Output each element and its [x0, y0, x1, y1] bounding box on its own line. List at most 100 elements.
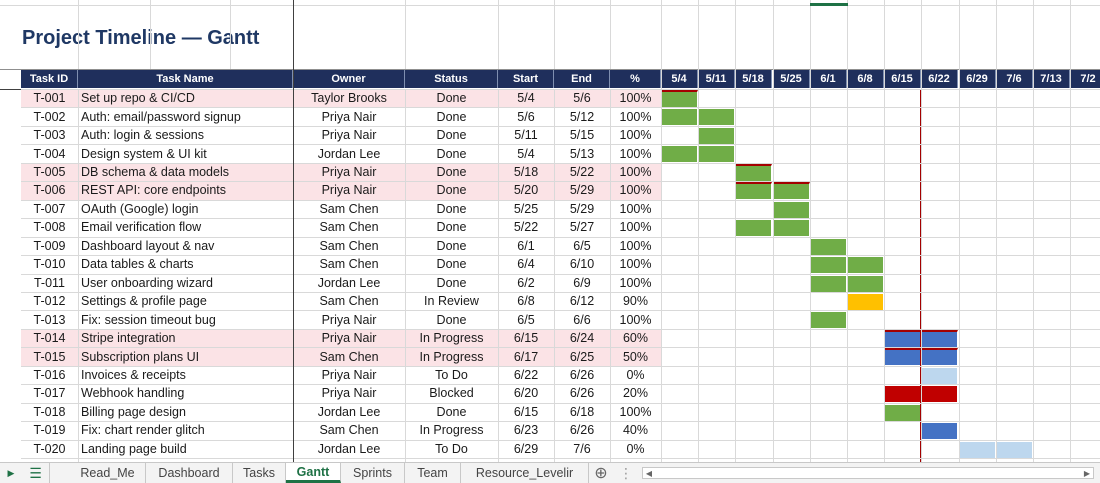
cell-end[interactable]: 6/26 [569, 386, 595, 401]
table-row[interactable]: T-016 Invoices & receipts Priya Nair To Do 6… [0, 366, 661, 384]
week-header[interactable]: 6/15 [884, 70, 921, 88]
cell-owner[interactable]: Sam Chen [319, 201, 379, 216]
cell-end[interactable]: 5/15 [569, 128, 595, 143]
cell-status[interactable]: To Do [435, 367, 468, 382]
week-header[interactable]: 5/25 [773, 70, 810, 88]
all-sheets-menu-icon[interactable]: ☰ [22, 463, 50, 483]
cell-task-id[interactable]: T-011 [33, 275, 66, 290]
cell-end[interactable]: 6/26 [569, 423, 595, 438]
cell-status[interactable]: Done [436, 257, 467, 272]
cell-owner[interactable]: Sam Chen [319, 257, 379, 272]
horizontal-scrollbar[interactable]: ◀ ▶ [642, 467, 1094, 479]
cell-start[interactable]: 6/5 [517, 312, 535, 327]
column-header-percent[interactable]: % [610, 70, 661, 88]
cell-task-id[interactable]: T-015 [33, 349, 66, 364]
cell-percent[interactable]: 100% [619, 183, 652, 198]
cell-status[interactable]: In Progress [419, 423, 484, 438]
cell-end[interactable]: 5/6 [573, 91, 591, 106]
cell-task-name[interactable]: Invoices & receipts [81, 367, 186, 382]
cell-task-id[interactable]: T-017 [33, 386, 66, 401]
table-row[interactable]: T-005 DB schema & data models Priya Nair Do… [0, 163, 661, 181]
sheet-tab[interactable]: Dashboard [146, 463, 233, 483]
cell-status[interactable]: Done [436, 165, 467, 180]
cell-start[interactable]: 6/15 [513, 331, 539, 346]
cell-percent[interactable]: 90% [622, 294, 649, 309]
cell-end[interactable]: 7/6 [573, 441, 591, 456]
week-header[interactable]: 7/6 [996, 70, 1033, 88]
cell-status[interactable]: Done [436, 183, 467, 198]
cell-status[interactable]: Done [436, 238, 467, 253]
cell-task-name[interactable]: REST API: core endpoints [81, 183, 226, 198]
cell-status[interactable]: Done [436, 201, 467, 216]
cell-task-name[interactable]: Dashboard layout & nav [81, 238, 215, 253]
cell-start[interactable]: 6/15 [513, 404, 539, 419]
table-row[interactable]: T-011 User onboarding wizard Jordan Lee Don… [0, 274, 661, 292]
week-header[interactable]: 6/29 [959, 70, 996, 88]
cell-owner[interactable]: Priya Nair [321, 165, 377, 180]
cell-status[interactable]: Blocked [429, 386, 474, 401]
cell-task-name[interactable]: Email verification flow [81, 220, 202, 235]
cell-end[interactable]: 6/18 [569, 404, 595, 419]
cell-start[interactable]: 5/25 [513, 201, 539, 216]
cell-start[interactable]: 6/8 [517, 294, 535, 309]
table-row[interactable]: T-015 Subscription plans UI Sam Chen In Pro… [0, 347, 661, 365]
cell-owner[interactable]: Priya Nair [321, 109, 377, 124]
cell-task-name[interactable]: Stripe integration [81, 331, 176, 346]
cell-percent[interactable]: 100% [619, 146, 652, 161]
cell-end[interactable]: 5/27 [569, 220, 595, 235]
cell-task-name[interactable]: Data tables & charts [81, 257, 194, 272]
cell-end[interactable]: 5/22 [569, 165, 595, 180]
cell-percent[interactable]: 0% [626, 367, 645, 382]
cell-percent[interactable]: 100% [619, 220, 652, 235]
cell-task-id[interactable]: T-013 [33, 312, 66, 327]
table-row[interactable]: T-009 Dashboard layout & nav Sam Chen Done 6… [0, 237, 661, 255]
cell-status[interactable]: Done [436, 91, 467, 106]
cell-percent[interactable]: 100% [619, 201, 652, 216]
cell-owner[interactable]: Sam Chen [319, 423, 379, 438]
cell-end[interactable]: 6/12 [569, 294, 595, 309]
week-header[interactable]: 6/8 [847, 70, 884, 88]
cell-status[interactable]: Done [436, 220, 467, 235]
cell-start[interactable]: 5/11 [514, 128, 538, 143]
cell-start[interactable]: 5/18 [513, 165, 539, 180]
cell-percent[interactable]: 100% [619, 91, 652, 106]
cell-task-name[interactable]: Auth: email/password signup [81, 109, 241, 124]
cell-task-id[interactable]: T-004 [33, 146, 66, 161]
cell-task-name[interactable]: DB schema & data models [81, 165, 229, 180]
table-row[interactable]: T-018 Billing page design Jordan Lee Done 6/… [0, 403, 661, 421]
cell-owner[interactable]: Jordan Lee [317, 404, 381, 419]
cell-start[interactable]: 6/17 [513, 349, 539, 364]
cell-percent[interactable]: 100% [619, 128, 652, 143]
week-header[interactable]: 5/18 [735, 70, 772, 88]
cell-owner[interactable]: Priya Nair [321, 183, 377, 198]
column-header-owner[interactable]: Owner [293, 70, 405, 88]
cell-task-name[interactable]: Settings & profile page [81, 294, 207, 309]
week-header[interactable]: 6/22 [921, 70, 958, 88]
cell-percent[interactable]: 100% [619, 404, 652, 419]
cell-start[interactable]: 6/2 [517, 275, 535, 290]
column-header-start[interactable]: Start [498, 70, 554, 88]
week-header[interactable]: 7/13 [1033, 70, 1070, 88]
sheet-tab[interactable]: Sprints [341, 463, 405, 483]
cell-end[interactable]: 6/26 [569, 367, 595, 382]
cell-task-id[interactable]: T-018 [33, 404, 66, 419]
table-row[interactable]: T-002 Auth: email/password signup Priya Na… [0, 107, 661, 125]
week-header[interactable]: 5/4 [661, 70, 698, 88]
table-row[interactable]: T-014 Stripe integration Priya Nair In Prog… [0, 329, 661, 347]
scroll-tabs-right-icon[interactable]: ▶ [7, 467, 15, 478]
cell-end[interactable]: 6/5 [573, 238, 591, 253]
cell-task-id[interactable]: T-010 [33, 257, 66, 272]
cell-task-name[interactable]: Set up repo & CI/CD [81, 91, 195, 106]
cell-owner[interactable]: Priya Nair [321, 128, 377, 143]
cell-task-name[interactable]: Landing page build [81, 441, 187, 456]
cell-task-id[interactable]: T-014 [33, 331, 66, 346]
sheet-tab[interactable]: Tasks [233, 463, 286, 483]
cell-task-id[interactable]: T-002 [33, 109, 66, 124]
scroll-right-arrow-icon[interactable]: ▶ [1083, 468, 1091, 478]
cell-end[interactable]: 6/6 [573, 312, 591, 327]
cell-percent[interactable]: 0% [626, 441, 645, 456]
cell-start[interactable]: 6/1 [517, 238, 535, 253]
cell-start[interactable]: 5/20 [513, 183, 539, 198]
cell-task-id[interactable]: T-019 [33, 423, 66, 438]
cell-percent[interactable]: 100% [619, 257, 652, 272]
